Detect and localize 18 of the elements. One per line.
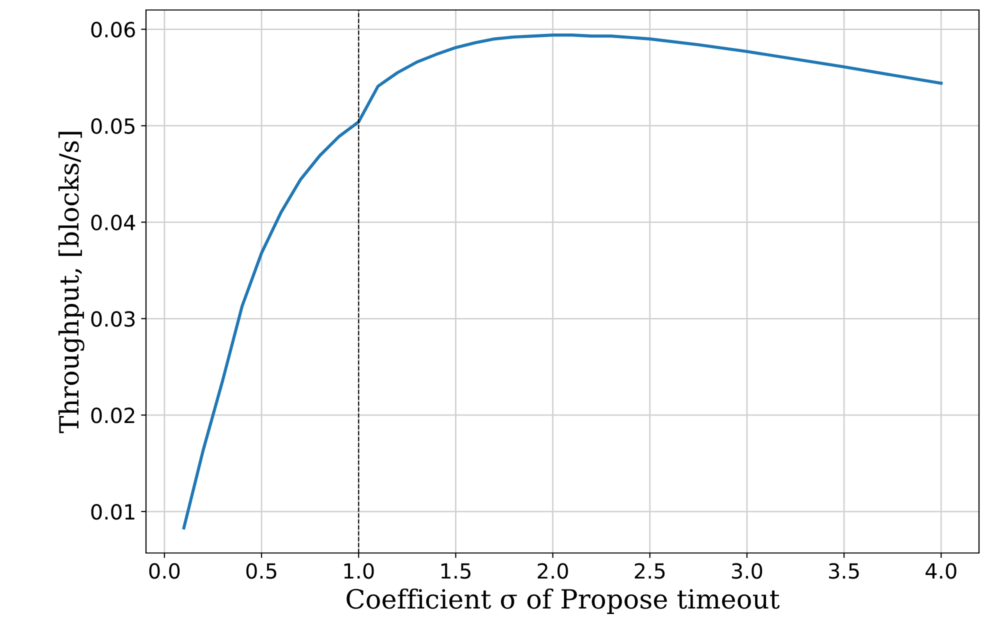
x-tick-label: 3.0 xyxy=(732,563,762,579)
x-tick-label: 4.0 xyxy=(926,563,956,579)
x-tick-label: 3.5 xyxy=(829,563,859,579)
x-tick-label: 0.0 xyxy=(149,563,180,579)
y-tick-label: 0.06 xyxy=(91,22,135,38)
y-tick-label: 0.02 xyxy=(91,408,134,424)
x-tick-label: 0.5 xyxy=(246,563,276,579)
x-tick-label: 2.5 xyxy=(634,563,665,579)
y-axis-title: Throughput, [blocks/s] xyxy=(58,132,84,434)
y-tick-label: 0.04 xyxy=(91,214,136,230)
x-tick-label: 1.0 xyxy=(344,563,374,579)
line-series xyxy=(182,34,943,530)
y-tick-label: 0.05 xyxy=(91,118,134,134)
x-axis-title: Coefficient σ of Propose timeout xyxy=(346,588,780,614)
x-tick-label: 1.5 xyxy=(441,563,470,579)
y-tick-label: 0.03 xyxy=(91,311,135,327)
y-tick-label: 0.01 xyxy=(91,504,134,520)
x-tick-label: 2.0 xyxy=(538,563,568,579)
